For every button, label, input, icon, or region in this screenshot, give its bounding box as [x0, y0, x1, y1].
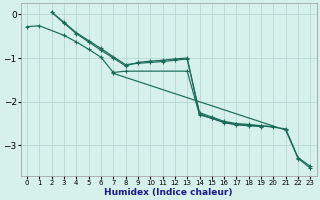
- X-axis label: Humidex (Indice chaleur): Humidex (Indice chaleur): [104, 188, 233, 197]
